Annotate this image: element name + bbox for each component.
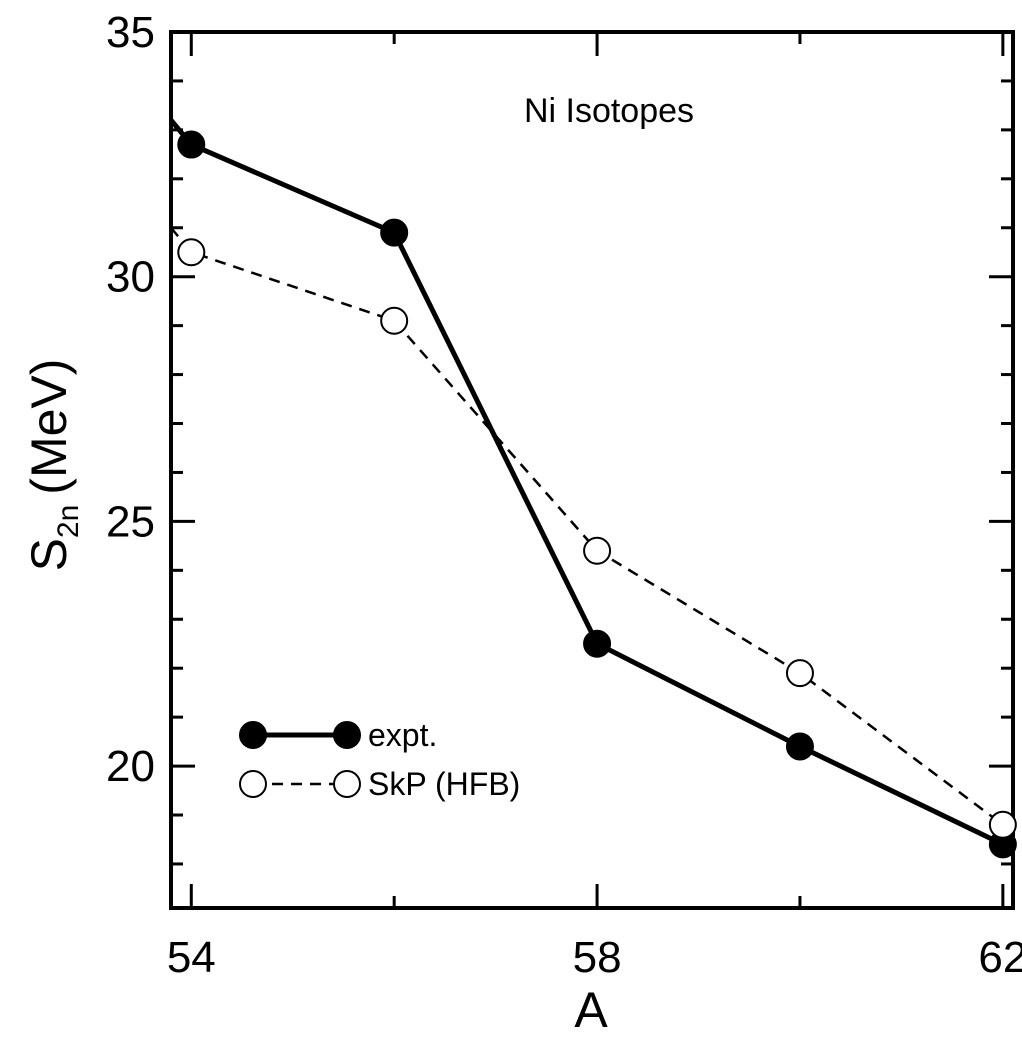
series-expt xyxy=(171,118,1017,859)
legend-marker-skp-hfb xyxy=(239,770,267,798)
data-point-expt xyxy=(177,130,206,159)
series-skp-hfb xyxy=(171,227,1017,839)
y-axis-label-main: S xyxy=(21,538,77,571)
y-tick-label: 25 xyxy=(106,497,155,546)
y-axis-label-subscript: 2n xyxy=(52,505,85,538)
plot-frame xyxy=(169,30,1015,910)
legend-marker-skp-hfb xyxy=(333,770,361,798)
y-tick-label: 30 xyxy=(106,253,155,302)
legend: expt. SkP (HFB) xyxy=(239,717,520,802)
data-point-skp-hfb xyxy=(988,810,1017,839)
x-axis-label: A xyxy=(574,982,608,1037)
data-point-skp-hfb xyxy=(380,306,409,335)
data-point-skp-hfb xyxy=(785,659,814,688)
data-point-expt xyxy=(785,732,814,761)
data-point-skp-hfb xyxy=(177,238,206,267)
data-point-expt xyxy=(583,629,612,658)
axes: 20 25 30 35 54 58 62 xyxy=(106,8,1022,982)
x-tick-label: 62 xyxy=(978,933,1022,982)
y-tick-label: 35 xyxy=(106,8,155,57)
x-tick-label: 58 xyxy=(573,933,622,982)
chart-annotation: Ni Isotopes xyxy=(524,92,694,130)
data-point-skp-hfb xyxy=(583,536,612,565)
legend-marker-expt xyxy=(239,721,267,749)
y-tick-label: 20 xyxy=(106,742,155,791)
legend-label-skp-hfb: SkP (HFB) xyxy=(368,766,520,802)
legend-label-expt: expt. xyxy=(368,717,437,753)
y-axis-label: S2n (MeV) xyxy=(21,359,85,572)
y-axis-label-unit: (MeV) xyxy=(21,359,77,495)
legend-marker-expt xyxy=(333,721,361,749)
x-tick-label: 54 xyxy=(167,933,216,982)
data-point-expt xyxy=(380,218,409,247)
series-layer xyxy=(171,118,1017,859)
